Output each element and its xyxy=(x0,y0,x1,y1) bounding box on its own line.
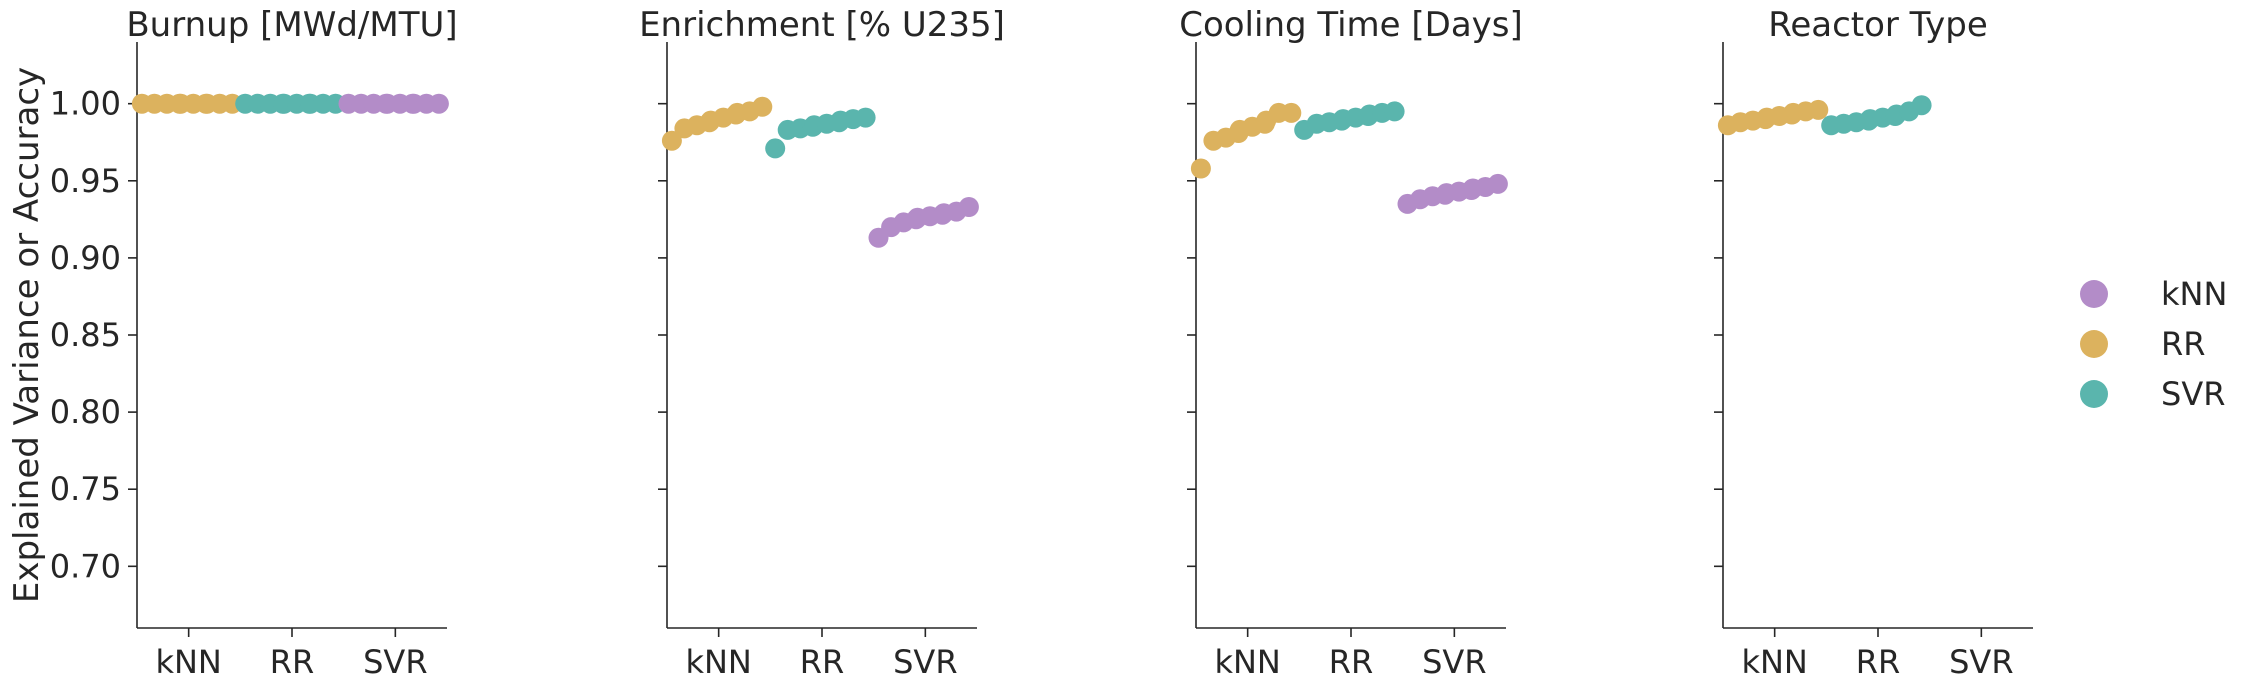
data-point-svr xyxy=(1384,101,1405,122)
x-tick-label: RR xyxy=(1329,643,1373,681)
data-point-svr xyxy=(1911,95,1932,116)
legend-marker-rr xyxy=(2080,330,2108,358)
data-point-rr xyxy=(1281,102,1302,123)
legend-marker-knn xyxy=(2080,280,2108,308)
x-tick-label: RR xyxy=(800,643,844,681)
data-point-rr xyxy=(1190,158,1211,179)
data-point-rr xyxy=(661,130,682,151)
panel-title: Enrichment [% U235] xyxy=(639,5,1005,45)
x-tick-label: kNN xyxy=(1741,643,1807,681)
panel-3: Cooling Time [Days] kNN RR SVR xyxy=(1179,5,1523,681)
legend-label: kNN xyxy=(2161,275,2227,313)
x-tick-label: SVR xyxy=(893,643,957,681)
y-tick-label: 0.75 xyxy=(50,470,121,508)
data-point-rr xyxy=(1808,99,1829,120)
y-tick-label: 0.70 xyxy=(50,547,121,585)
y-tick-label: 1.00 xyxy=(50,85,121,123)
panel-4: Reactor Type kNN RR SVR xyxy=(1714,5,2033,681)
data-point-knn xyxy=(958,197,979,217)
x-tick-label: kNN xyxy=(1214,643,1280,681)
data-point-svr xyxy=(855,107,876,128)
x-tick-label: SVR xyxy=(1949,643,2013,681)
y-axis-label: Explained Variance or Accuracy xyxy=(7,67,47,603)
y-tick-label: 0.95 xyxy=(50,162,121,200)
x-tick-label: kNN xyxy=(685,643,751,681)
legend-label: SVR xyxy=(2161,375,2225,413)
data-point-svr xyxy=(765,138,786,159)
x-tick-label: kNN xyxy=(155,643,221,681)
panel-title: Cooling Time [Days] xyxy=(1179,5,1523,45)
data-point-knn xyxy=(428,93,449,114)
legend-label: RR xyxy=(2161,325,2205,363)
x-tick-label: RR xyxy=(270,643,314,681)
y-tick-label: 0.80 xyxy=(50,393,121,431)
data-point-rr xyxy=(752,96,773,117)
panel-1: Burnup [MWd/MTU] 0.70 0.75 0.80 0.85 0.90 0.95… xyxy=(50,5,458,681)
legend: kNN RR SVR xyxy=(2080,275,2227,413)
panel-2: Enrichment [% U235] kNN RR SVR xyxy=(639,5,1005,681)
y-tick-label: 0.85 xyxy=(50,316,121,354)
x-tick-label: RR xyxy=(1856,643,1900,681)
x-tick-label: SVR xyxy=(363,643,427,681)
panel-title: Reactor Type xyxy=(1768,5,1988,45)
panel-title: Burnup [MWd/MTU] xyxy=(126,5,457,45)
y-tick-label: 0.90 xyxy=(50,239,121,277)
legend-marker-svr xyxy=(2080,380,2108,408)
data-point-knn xyxy=(1487,173,1508,194)
x-tick-label: SVR xyxy=(1422,643,1486,681)
